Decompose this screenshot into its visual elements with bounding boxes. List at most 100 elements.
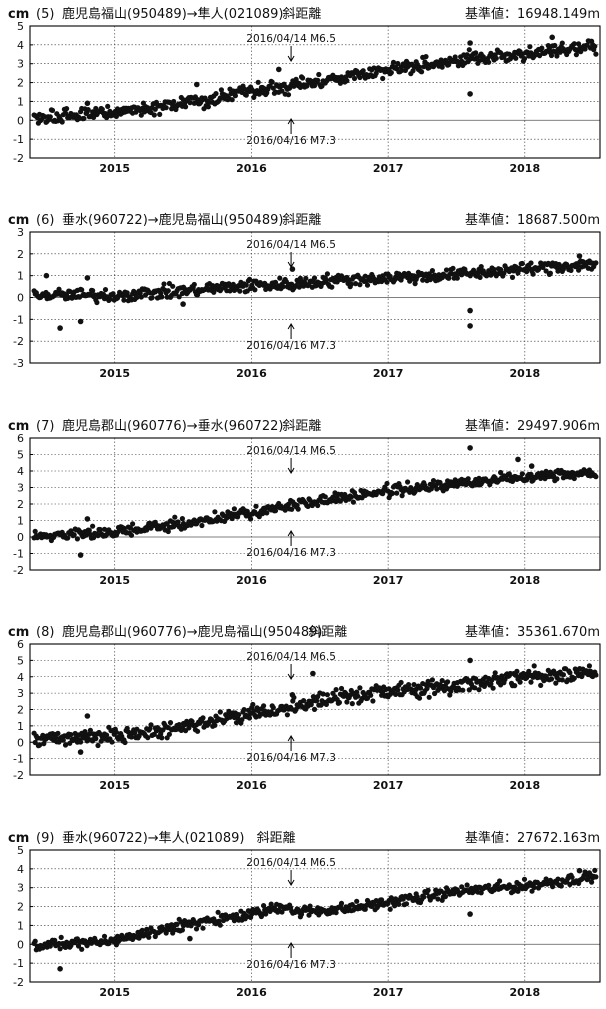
annotation-top: 2016/04/14 M6.5 [246, 239, 336, 251]
x-tick-label: 2015 [99, 779, 130, 792]
data-point [55, 730, 61, 737]
data-point [548, 676, 555, 682]
y-tick-label: 1 [17, 270, 24, 283]
data-point [310, 279, 316, 285]
data-point [212, 722, 218, 728]
data-point [145, 735, 151, 741]
data-point [465, 476, 471, 482]
data-point [107, 296, 113, 302]
y-tick-label: 0 [17, 938, 24, 951]
data-point [450, 265, 456, 271]
data-point [307, 497, 313, 503]
data-point [231, 506, 237, 512]
data-point [592, 867, 598, 874]
data-point [348, 494, 354, 500]
data-point [58, 934, 64, 941]
data-point [194, 81, 200, 88]
y-tick-label: 5 [17, 20, 24, 33]
data-point [289, 266, 296, 272]
panel-number: (7) [36, 419, 54, 434]
annotation-bottom: 2016/04/16 M7.3 [246, 547, 336, 559]
y-tick-label: 4 [17, 863, 24, 876]
y-tick-label: 4 [17, 39, 24, 52]
annotation-bottom: 2016/04/16 M7.3 [246, 959, 336, 971]
annotation-bottom: 2016/04/16 M7.3 [246, 135, 336, 147]
data-point [324, 271, 330, 277]
data-point [255, 79, 261, 85]
data-point [333, 687, 339, 693]
data-point [159, 294, 165, 300]
x-tick-label: 2016 [236, 162, 267, 175]
data-point [74, 536, 80, 542]
data-point [389, 490, 395, 496]
data-point [543, 268, 549, 274]
data-point [435, 896, 441, 902]
data-point [493, 55, 499, 61]
data-point [246, 276, 253, 282]
data-point [84, 516, 91, 522]
data-point [576, 253, 583, 259]
data-point [52, 937, 58, 943]
data-point [251, 94, 257, 100]
data-point [289, 692, 296, 698]
reference-value: 基準値：29497.906m [465, 418, 600, 434]
data-point [97, 526, 103, 533]
measurement-type: 斜距離 [257, 831, 296, 846]
data-point [589, 879, 595, 885]
data-point [466, 47, 472, 53]
annotation-top: 2016/04/14 M6.5 [246, 857, 336, 869]
data-point [315, 502, 321, 509]
data-point [301, 698, 307, 704]
data-point [264, 510, 270, 516]
data-point [393, 691, 399, 698]
data-series [31, 445, 599, 558]
data-point [132, 730, 138, 736]
data-point [77, 552, 84, 558]
data-point [65, 535, 71, 541]
data-point [394, 490, 400, 496]
data-point [386, 686, 392, 692]
data-point [351, 75, 358, 82]
chart-panel-7: cm (7) 鹿児島郡山(960776)→垂水(960722)斜距離 基準値：2949… [8, 418, 601, 587]
data-point [215, 909, 221, 915]
data-point [261, 903, 267, 909]
measurement-type: 斜距離 [282, 213, 321, 228]
y-tick-label: -2 [13, 152, 24, 165]
data-point [84, 713, 91, 719]
y-tick-label: 4 [17, 671, 24, 684]
data-point [467, 911, 473, 917]
data-point [498, 469, 504, 476]
y-tick-label: 1 [17, 95, 24, 108]
data-point [517, 679, 523, 685]
reference-value: 基準値：27672.163m [465, 830, 600, 846]
data-point [573, 52, 580, 58]
data-point [161, 281, 167, 287]
data-point [57, 966, 63, 972]
y-tick-label: 3 [17, 226, 24, 239]
data-point [323, 701, 329, 708]
data-point [548, 52, 555, 59]
x-tick-label: 2017 [373, 986, 404, 999]
y-tick-label: -2 [13, 769, 24, 782]
data-point [279, 88, 285, 94]
data-point [272, 508, 279, 514]
x-tick-label: 2018 [510, 367, 541, 380]
data-point [557, 49, 563, 55]
y-tick-label: -1 [13, 957, 24, 970]
y-tick-label: 5 [17, 449, 24, 462]
data-point [571, 475, 577, 482]
data-point [248, 516, 254, 522]
data-point [426, 694, 432, 700]
data-point [550, 884, 556, 890]
data-point [553, 680, 559, 686]
data-point [593, 260, 599, 266]
data-point [176, 294, 182, 300]
data-point [59, 119, 65, 125]
data-point [559, 677, 565, 683]
chart-panel-8: cm (8) 鹿児島郡山(960776)→鹿児島福山(950489)斜距離 基準値：3… [8, 624, 601, 792]
data-point [212, 509, 218, 515]
data-point [146, 934, 152, 940]
arrow-up-head [287, 118, 295, 125]
data-point [43, 272, 50, 279]
